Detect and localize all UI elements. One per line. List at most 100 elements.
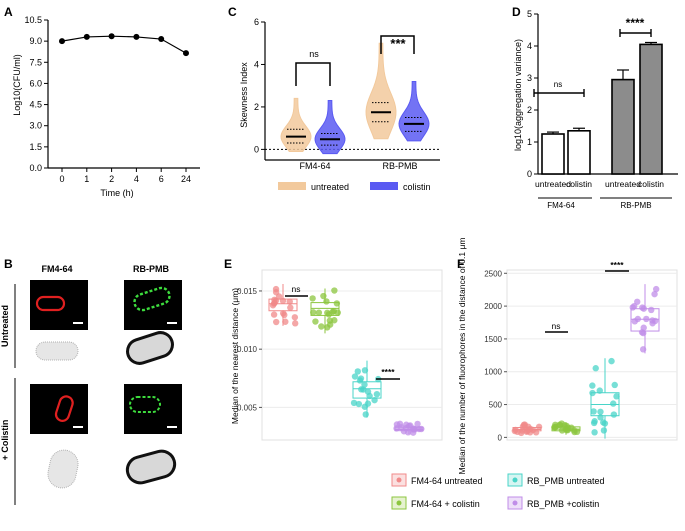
chart-d-bar (611, 78, 635, 175)
panel-label-c: C (228, 5, 237, 19)
chart-a-point (133, 33, 140, 40)
chart-e-annotation-ns: ns (292, 284, 301, 294)
chart-f-point (589, 382, 596, 389)
chart-c-bracket-sig (380, 35, 415, 54)
chart-e-point (331, 287, 338, 294)
chart-e-point (409, 426, 417, 433)
chart-f-ytick-label: 1000 (484, 368, 502, 377)
micro-scale-bar (167, 426, 177, 428)
chart-e-point (373, 390, 381, 398)
chart-f: 0 500 1000 1500 2000 2500 Median of the numbe… (457, 238, 678, 474)
chart-e-point (355, 400, 363, 408)
legend-c-swatch-colistin (370, 182, 398, 190)
chart-e: 0.005 0.010 0.015 Median of the nearest di… (230, 269, 443, 441)
panel-label-e: E (224, 257, 232, 271)
chart-d-xtick-label: untreated (535, 179, 571, 189)
legend-ef-dot-4 (512, 500, 518, 506)
chart-f-point (596, 387, 603, 394)
chart-e-point (371, 396, 378, 404)
chart-a-xtick-label: 6 (159, 174, 164, 184)
chart-f-point (651, 290, 658, 298)
chart-c-ytick-label: 4 (254, 59, 259, 69)
chart-a-xtick-label: 1 (84, 174, 89, 184)
chart-d-group-2: RB-PMB (620, 201, 651, 210)
chart-f-point (610, 400, 617, 407)
chart-f-point (597, 408, 604, 415)
chart-f-point (639, 346, 647, 353)
legend-ef-label-3: RB_PMB untreated (527, 476, 605, 486)
chart-c-group-1: FM4-64 (299, 161, 330, 171)
chart-f-point (613, 393, 620, 400)
chart-d-xtick-label: colistin (566, 179, 592, 189)
chart-e-point (323, 298, 330, 305)
chart-e-point (310, 309, 317, 316)
chart-e-point (272, 297, 280, 304)
chart-e-point (279, 297, 287, 304)
chart-e-point (351, 373, 359, 380)
chart-e-ytick-label: 0.010 (237, 345, 258, 354)
panel-label-d: D (512, 5, 521, 19)
chart-a-ytick-label: 6.0 (29, 78, 42, 88)
legend-ef-dot-1 (396, 477, 402, 483)
chart-a-xtick-label: 0 (59, 174, 64, 184)
chart-e-point (291, 314, 299, 321)
chart-d-annotation-sig: **** (626, 16, 645, 30)
chart-e-point (326, 321, 334, 328)
chart-e-ylabel: Median of the nearest distance (μm) (230, 288, 240, 424)
chart-a-ytick-label: 9.0 (29, 36, 42, 46)
chart-f-point (590, 408, 597, 415)
micro-col-label-fm4-64: FM4-64 (41, 264, 72, 274)
chart-f-point (570, 427, 578, 434)
micro-cell-green (133, 286, 171, 312)
chart-e-point (287, 304, 294, 311)
chart-a-point (183, 50, 189, 57)
legend-ef-item-2: FM4-64 + colistin (391, 496, 480, 510)
chart-c-violin-untreated (280, 97, 312, 153)
chart-e-ytick-label: 0.015 (237, 287, 258, 296)
chart-f-point (611, 381, 618, 389)
chart-a: 0.01.53.04.56.07.59.010.50 1 2 4 6 24 Log10(C… (12, 15, 200, 198)
chart-d-ytick-label: 1 (527, 137, 532, 147)
chart-f-point (648, 306, 655, 314)
chart-a-ytick-label: 4.5 (29, 100, 42, 110)
chart-e-point (333, 300, 341, 307)
chart-c-ytick-label: 6 (254, 17, 259, 27)
chart-a-point (83, 33, 90, 40)
chart-e-point (414, 420, 421, 428)
micro-colistin-rb-pmb-density (125, 449, 177, 485)
chart-f-point (638, 329, 646, 336)
micro-untreated-rb-pmb-density (126, 331, 174, 365)
chart-a-xtick-label: 24 (181, 174, 191, 184)
chart-d-ytick-label: 5 (527, 9, 532, 19)
chart-e-point (324, 309, 331, 316)
chart-f-point (634, 315, 642, 323)
chart-d-ytick-label: 0 (527, 169, 532, 179)
legend-ef-label-2: FM4-64 + colistin (411, 499, 480, 509)
chart-f-point (600, 427, 608, 434)
legend-c-label-untreated: untreated (311, 182, 349, 192)
chart-f-point (519, 427, 526, 434)
chart-e-point (354, 368, 361, 375)
chart-d-bar (567, 130, 591, 175)
chart-f-ytick-label: 2500 (484, 269, 502, 278)
micro-scale-bar (167, 322, 177, 324)
chart-e-point (361, 381, 368, 388)
legend-ef: FM4-64 untreated FM4-64 + colistin RB_PM… (391, 473, 605, 510)
chart-a-ylabel: Log10(CFU/ml) (12, 54, 22, 116)
legend-ef-item-1: FM4-64 untreated (391, 473, 483, 487)
micro-cell-green (129, 396, 161, 413)
micro-colistin-fm4-64-density (47, 449, 79, 489)
chart-e-point (315, 309, 323, 316)
micro-row-label-untreated: Untreated (0, 305, 10, 347)
chart-f-point (608, 357, 615, 365)
chart-c-violin-untreated (365, 42, 397, 140)
chart-e-point (403, 421, 410, 428)
chart-d-ylabel: log10(aggregation variance) (513, 39, 523, 151)
chart-e-point (361, 367, 369, 374)
legend-c-swatch-untreated (278, 182, 306, 190)
chart-f-point (610, 411, 618, 418)
chart-f-point (639, 304, 646, 311)
chart-e-point (320, 292, 327, 300)
chart-e-point (361, 403, 368, 410)
